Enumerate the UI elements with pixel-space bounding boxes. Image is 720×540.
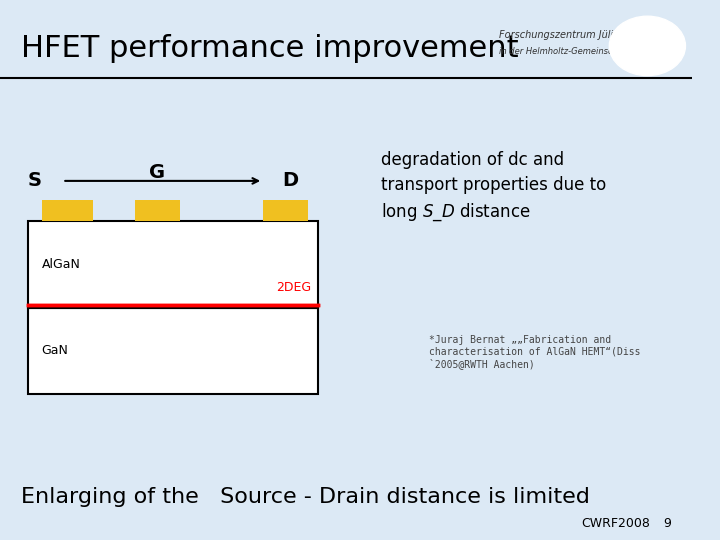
Bar — [263, 200, 308, 221]
Text: HFET performance improvement: HFET performance improvement — [21, 34, 518, 63]
Text: in der Helmholtz-Gemeinschaft: in der Helmholtz-Gemeinschaft — [498, 47, 629, 56]
Bar — [135, 200, 180, 221]
Text: 9: 9 — [664, 517, 672, 530]
Text: CWRF2008: CWRF2008 — [582, 517, 650, 530]
Text: S: S — [27, 171, 42, 191]
Text: degradation of dc and
transport properties due to
long $S\_D$ distance: degradation of dc and transport properti… — [381, 151, 606, 224]
Circle shape — [629, 26, 673, 60]
Text: Enlarging of the   Source - Drain distance is limited: Enlarging of the Source - Drain distance… — [21, 487, 590, 507]
Bar — [27, 221, 318, 308]
Bar — [42, 200, 94, 221]
Text: GaN: GaN — [42, 345, 68, 357]
Text: D: D — [283, 171, 299, 191]
Text: *Juraj Bernat „„Fabrication and
characterisation of AlGaN HEMT“(Diss
`2005@RWTH : *Juraj Bernat „„Fabrication and characte… — [429, 335, 641, 369]
Bar — [27, 308, 318, 394]
Text: AlGaN: AlGaN — [42, 258, 81, 271]
Circle shape — [609, 16, 685, 76]
Text: Forschungszentrum Jülich: Forschungszentrum Jülich — [498, 30, 624, 40]
Circle shape — [611, 18, 683, 74]
Text: G: G — [150, 163, 166, 183]
Text: 2DEG: 2DEG — [276, 281, 312, 294]
